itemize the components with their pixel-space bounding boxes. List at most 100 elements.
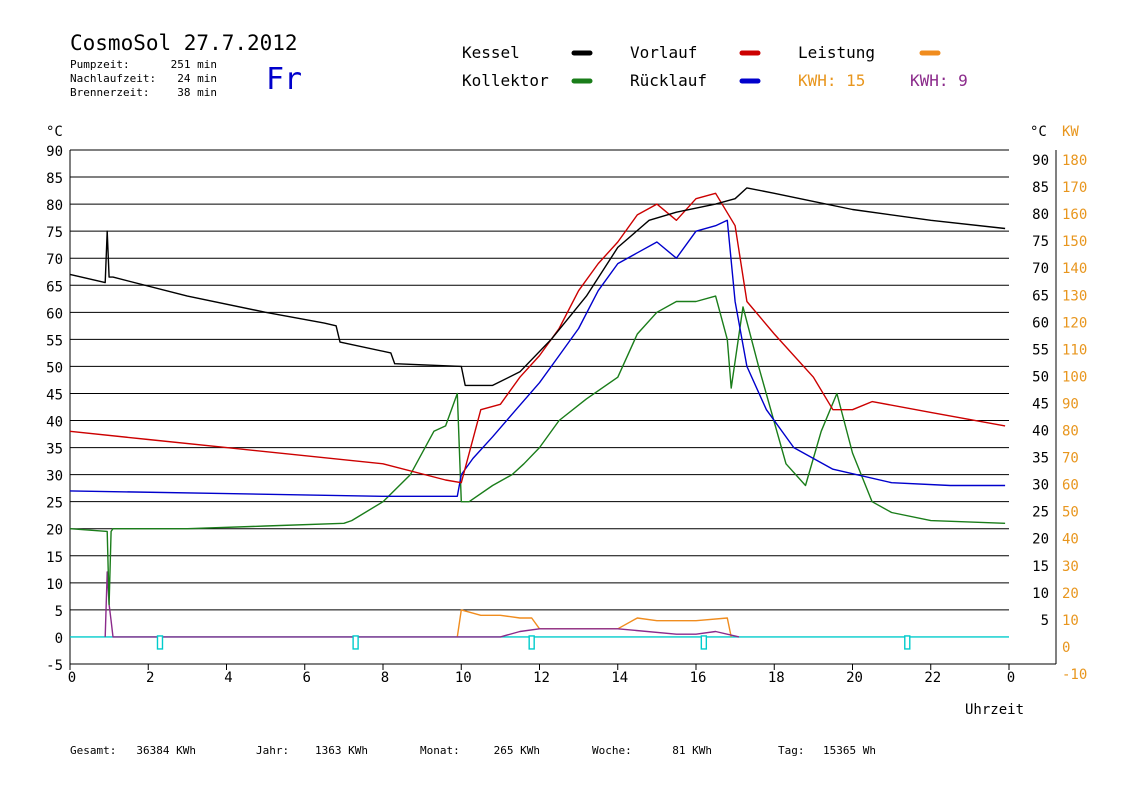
footer-label: Gesamt: [70,744,116,757]
x-tick-label: 18 [768,670,785,686]
y-tick-kw: 10 [1062,613,1079,629]
y-tick-kw: 160 [1062,207,1087,223]
y-tick-kw: 40 [1062,532,1079,548]
y-tick-kw: 90 [1062,396,1079,412]
y-tick-left: 55 [46,333,63,349]
y-tick-right: 50 [1032,369,1049,385]
footer-label: Tag: [778,744,805,757]
stat-label: Pumpzeit: [70,58,130,71]
y-axis-unit-kw: KW [1062,124,1079,140]
y-tick-right: 65 [1032,288,1049,304]
y-tick-left: 70 [46,252,63,268]
x-tick-label: 4 [224,670,232,686]
footer-totals: Gesamt: 36384 KWh Jahr: 1363 KWh Monat: 265 K… [70,744,876,757]
x-tick-label: 0 [1007,670,1015,686]
footer-value: 15365 Wh [823,744,876,757]
series-line [104,571,740,638]
y-tick-left: 80 [46,198,63,214]
y-tick-left: 20 [46,523,63,539]
y-tick-right: 5 [1041,613,1049,629]
y-tick-right: 60 [1032,315,1049,331]
footer-value: 1363 KWh [315,744,368,757]
x-tick-label: 0 [68,670,76,686]
legend-label: Kollektor [462,71,549,90]
x-tick-label: 8 [381,670,389,686]
stat-label: Nachlaufzeit: [70,72,156,85]
axes: 908580757065605550454035302520151050-590… [46,144,1087,686]
series-line [69,192,1006,484]
stat-value: 24 min [177,72,217,85]
x-tick-label: 10 [455,670,472,686]
y-tick-left: 45 [46,387,63,403]
day-label: Fr [266,62,302,97]
y-tick-left: 15 [46,550,63,566]
y-tick-right: 80 [1032,207,1049,223]
y-tick-right: 90 [1032,153,1049,169]
y-tick-left: 10 [46,577,63,593]
legend: Kessel Vorlauf Leistung Kollektor Rücklauf KW… [462,43,968,90]
y-tick-kw: 100 [1062,369,1087,385]
header-stats: Pumpzeit: 251 min Nachlaufzeit: 24 min Brenn… [70,58,217,99]
y-tick-kw: 60 [1062,478,1079,494]
footer-value: 36384 KWh [136,744,196,757]
y-tick-left: 75 [46,225,63,241]
y-tick-left: 60 [46,306,63,322]
y-tick-kw: 20 [1062,586,1079,602]
y-tick-left: -5 [46,658,63,674]
y-tick-left: 50 [46,360,63,376]
y-tick-kw: 150 [1062,234,1087,250]
footer-value: 265 KWh [494,744,540,757]
pump-marker [904,635,911,650]
y-tick-left: 5 [55,604,63,620]
x-tick-label: 12 [533,670,550,686]
y-tick-left: 0 [55,631,63,647]
legend-label: Kessel [462,43,520,62]
footer-label: Monat: [420,744,460,757]
chart-title: CosmoSol 27.7.2012 [70,31,298,55]
x-axis-title: Uhrzeit [965,702,1024,718]
y-tick-right: 85 [1032,180,1049,196]
y-tick-right: 75 [1032,234,1049,250]
legend-label: Leistung [798,43,875,62]
y-tick-right: 55 [1032,342,1049,358]
kwh-label: KWH: 15 [798,71,865,90]
y-tick-kw: 70 [1062,451,1079,467]
y-tick-right: 15 [1032,559,1049,575]
y-tick-left: 85 [46,171,63,187]
x-tick-label: 6 [303,670,311,686]
x-tick-label: 20 [846,670,863,686]
y-tick-right: 35 [1032,451,1049,467]
y-tick-kw: 170 [1062,180,1087,196]
x-tick-label: 16 [690,670,707,686]
y-tick-kw: 120 [1062,315,1087,331]
y-tick-left: 65 [46,279,63,295]
legend-label: Rücklauf [630,71,707,90]
series-layer [69,187,1009,650]
x-tick-label: 22 [924,670,941,686]
y-tick-right: 45 [1032,396,1049,412]
y-tick-kw: 140 [1062,261,1087,277]
y-tick-right: 10 [1032,586,1049,602]
y-tick-kw: -10 [1062,667,1087,683]
legend-label: Vorlauf [630,43,697,62]
y-tick-right: 40 [1032,424,1049,440]
footer-label: Jahr: [256,744,289,757]
y-tick-left: 90 [46,144,63,160]
footer-label: Woche: [592,744,632,757]
y-tick-right: 70 [1032,261,1049,277]
y-tick-left: 25 [46,496,63,512]
y-tick-kw: 110 [1062,342,1087,358]
y-tick-kw: 130 [1062,288,1087,304]
y-tick-kw: 30 [1062,559,1079,575]
y-axis-unit-right: °C [1030,124,1047,140]
pump-marker [700,635,708,650]
series-line [69,295,1006,606]
y-tick-right: 20 [1032,532,1049,548]
y-tick-left: 40 [46,415,63,431]
pump-marker [528,635,535,650]
series-line [456,609,732,638]
grid [70,149,1009,638]
y-tick-left: 30 [46,469,63,485]
y-tick-right: 25 [1032,505,1049,521]
